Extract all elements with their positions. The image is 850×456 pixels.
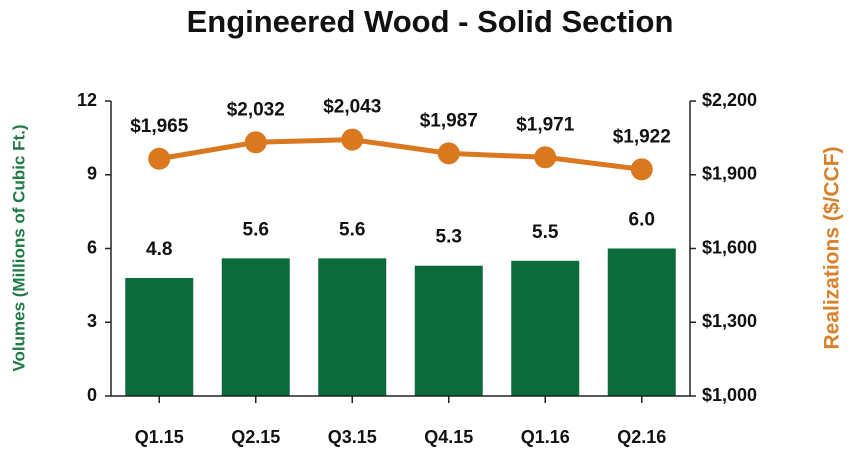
y-axis-label: Volumes (Millions of Cubic Ft.) xyxy=(9,124,28,371)
bar xyxy=(318,258,387,396)
data-label: $2,032 xyxy=(227,99,285,120)
line-point xyxy=(244,131,267,154)
data-label: 5.3 xyxy=(436,227,462,248)
x-tick-label: Q3.15 xyxy=(328,427,377,447)
line-point xyxy=(148,147,171,170)
y-tick-label: 3 xyxy=(87,311,97,331)
bar xyxy=(607,248,676,396)
x-tick-label: Q2.16 xyxy=(617,427,666,447)
bar xyxy=(414,265,483,396)
bar xyxy=(511,260,580,396)
x-tick-label: Q4.15 xyxy=(424,427,473,447)
data-label: 4.8 xyxy=(146,239,172,260)
data-label: $2,043 xyxy=(323,97,381,118)
line xyxy=(158,137,643,172)
chart-title: Engineered Wood - Solid Section xyxy=(187,4,674,39)
line-point xyxy=(437,142,460,165)
data-label: $1,965 xyxy=(130,116,189,137)
y2-axis-label: Realizations ($/CCF) xyxy=(821,146,844,349)
line-point xyxy=(341,128,364,151)
y2-tick-label: $1,600 xyxy=(702,237,757,257)
line-point xyxy=(534,146,557,169)
data-label: $1,971 xyxy=(516,114,575,135)
y2-tick-label: $1,900 xyxy=(702,164,757,184)
x-tick-label: Q2.15 xyxy=(231,427,280,447)
data-label: $1,922 xyxy=(613,126,671,147)
y-tick-label: 9 xyxy=(87,164,97,184)
x-tick-label: Q1.15 xyxy=(135,427,184,447)
y2-tick-label: $1,300 xyxy=(702,311,757,331)
data-label: 5.6 xyxy=(243,219,269,240)
data-label: 5.6 xyxy=(339,219,365,240)
y2-tick-label: $2,200 xyxy=(702,90,757,110)
y2-tick-label: $1,000 xyxy=(702,385,757,405)
data-label: $1,987 xyxy=(420,110,478,131)
y-tick-label: 6 xyxy=(87,237,97,257)
bar xyxy=(221,258,290,396)
line-point xyxy=(630,158,653,181)
y-tick-label: 12 xyxy=(77,90,97,110)
x-tick-label: Q1.16 xyxy=(521,427,570,447)
data-label: 5.5 xyxy=(532,222,559,243)
bar xyxy=(125,278,194,396)
data-label: 6.0 xyxy=(629,210,655,231)
y-tick-label: 0 xyxy=(87,385,97,405)
